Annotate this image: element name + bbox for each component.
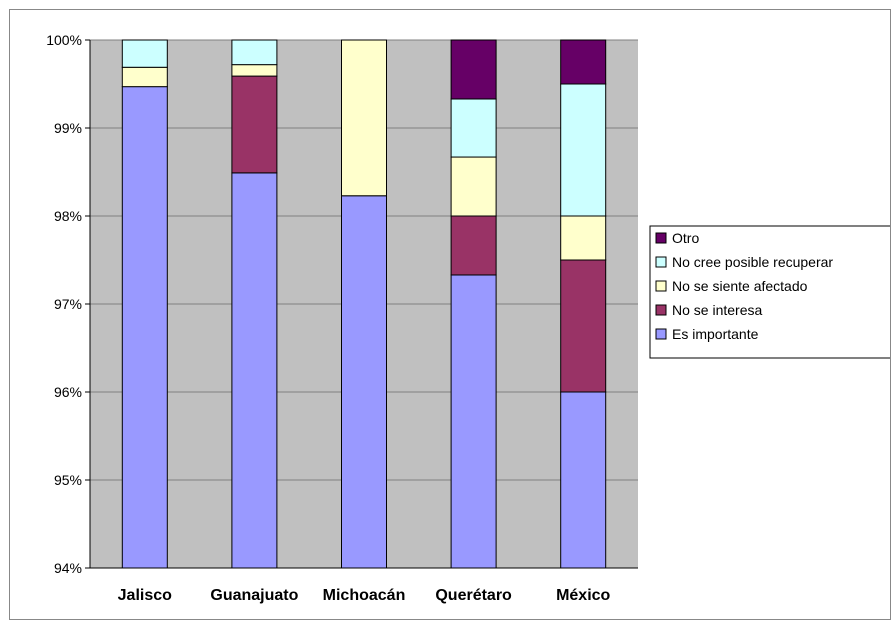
legend-swatch-no-cree-posible-recuperar: [655, 256, 667, 268]
legend-label-es-importante: Es importante: [672, 326, 759, 342]
y-tick-label: 97%: [54, 296, 82, 312]
legend-swatch-otro: [655, 232, 667, 244]
y-tick-label: 100%: [46, 32, 82, 48]
y-tick-label: 99%: [54, 120, 82, 136]
bar-segment-otro-mexico: [560, 39, 607, 85]
category-label: Querétaro: [435, 587, 512, 604]
legend-label-no-se-siente-afectado: No se siente afectado: [672, 278, 808, 294]
category-label: Guanajuato: [210, 587, 298, 604]
bar-segment-es-importante-mexico: [560, 391, 607, 569]
legend-label-no-se-interesa: No se interesa: [672, 302, 762, 318]
bar-segment-otro-queretaro: [450, 39, 497, 100]
bar-segment-no-cree-posible-recuperar-jalisco: [121, 39, 168, 68]
legend-swatch-es-importante: [655, 328, 667, 340]
y-tick-label: 94%: [54, 560, 82, 576]
y-tick-label: 96%: [54, 384, 82, 400]
bar-segment-no-se-siente-afectado-michoacan: [341, 39, 387, 197]
category-label: Jalisco: [118, 587, 172, 604]
bar-segment-no-se-siente-afectado-mexico: [560, 215, 607, 261]
chart-frame: 94% 95% 96% 97% 98% 99% 100% Jalisco Guanajuato M…: [9, 9, 891, 620]
legend-swatch-no-se-interesa: [655, 304, 667, 316]
stacked-bar-chart: 94% 95% 96% 97% 98% 99% 100% Jalisco Guanajuato M…: [46, 32, 890, 604]
bar-segment-no-se-interesa-guanajuato: [231, 75, 278, 174]
bar-segment-no-cree-posible-recuperar-queretaro: [450, 98, 497, 158]
bar-segment-no-se-siente-afectado-queretaro: [450, 156, 497, 217]
legend-box: [649, 225, 890, 359]
y-tick-label: 95%: [54, 472, 82, 488]
bar-segment-no-cree-posible-recuperar-guanajuato: [231, 39, 278, 66]
legend-label-no-cree-posible-recuperar: No cree posible recuperar: [672, 254, 833, 270]
category-label: Michoacán: [323, 587, 406, 604]
bar-segment-es-importante-michoacan: [341, 195, 387, 569]
category-label: México: [556, 587, 610, 604]
legend-swatch-no-se-siente-afectado: [655, 280, 667, 292]
bar-segment-es-importante-queretaro: [450, 274, 497, 569]
y-tick-label: 98%: [54, 208, 82, 224]
bar-segment-no-cree-posible-recuperar-mexico: [560, 83, 607, 217]
bar-segment-no-se-interesa-queretaro: [450, 215, 497, 276]
bar-segment-no-se-siente-afectado-jalisco: [121, 66, 168, 88]
bar-segment-es-importante-jalisco: [121, 86, 168, 569]
bar-segment-no-se-interesa-mexico: [560, 259, 607, 393]
legend-label-otro: Otro: [672, 230, 699, 246]
bar-segment-es-importante-guanajuato: [231, 172, 278, 569]
bar-segment-no-se-siente-afectado-guanajuato: [231, 64, 278, 77]
